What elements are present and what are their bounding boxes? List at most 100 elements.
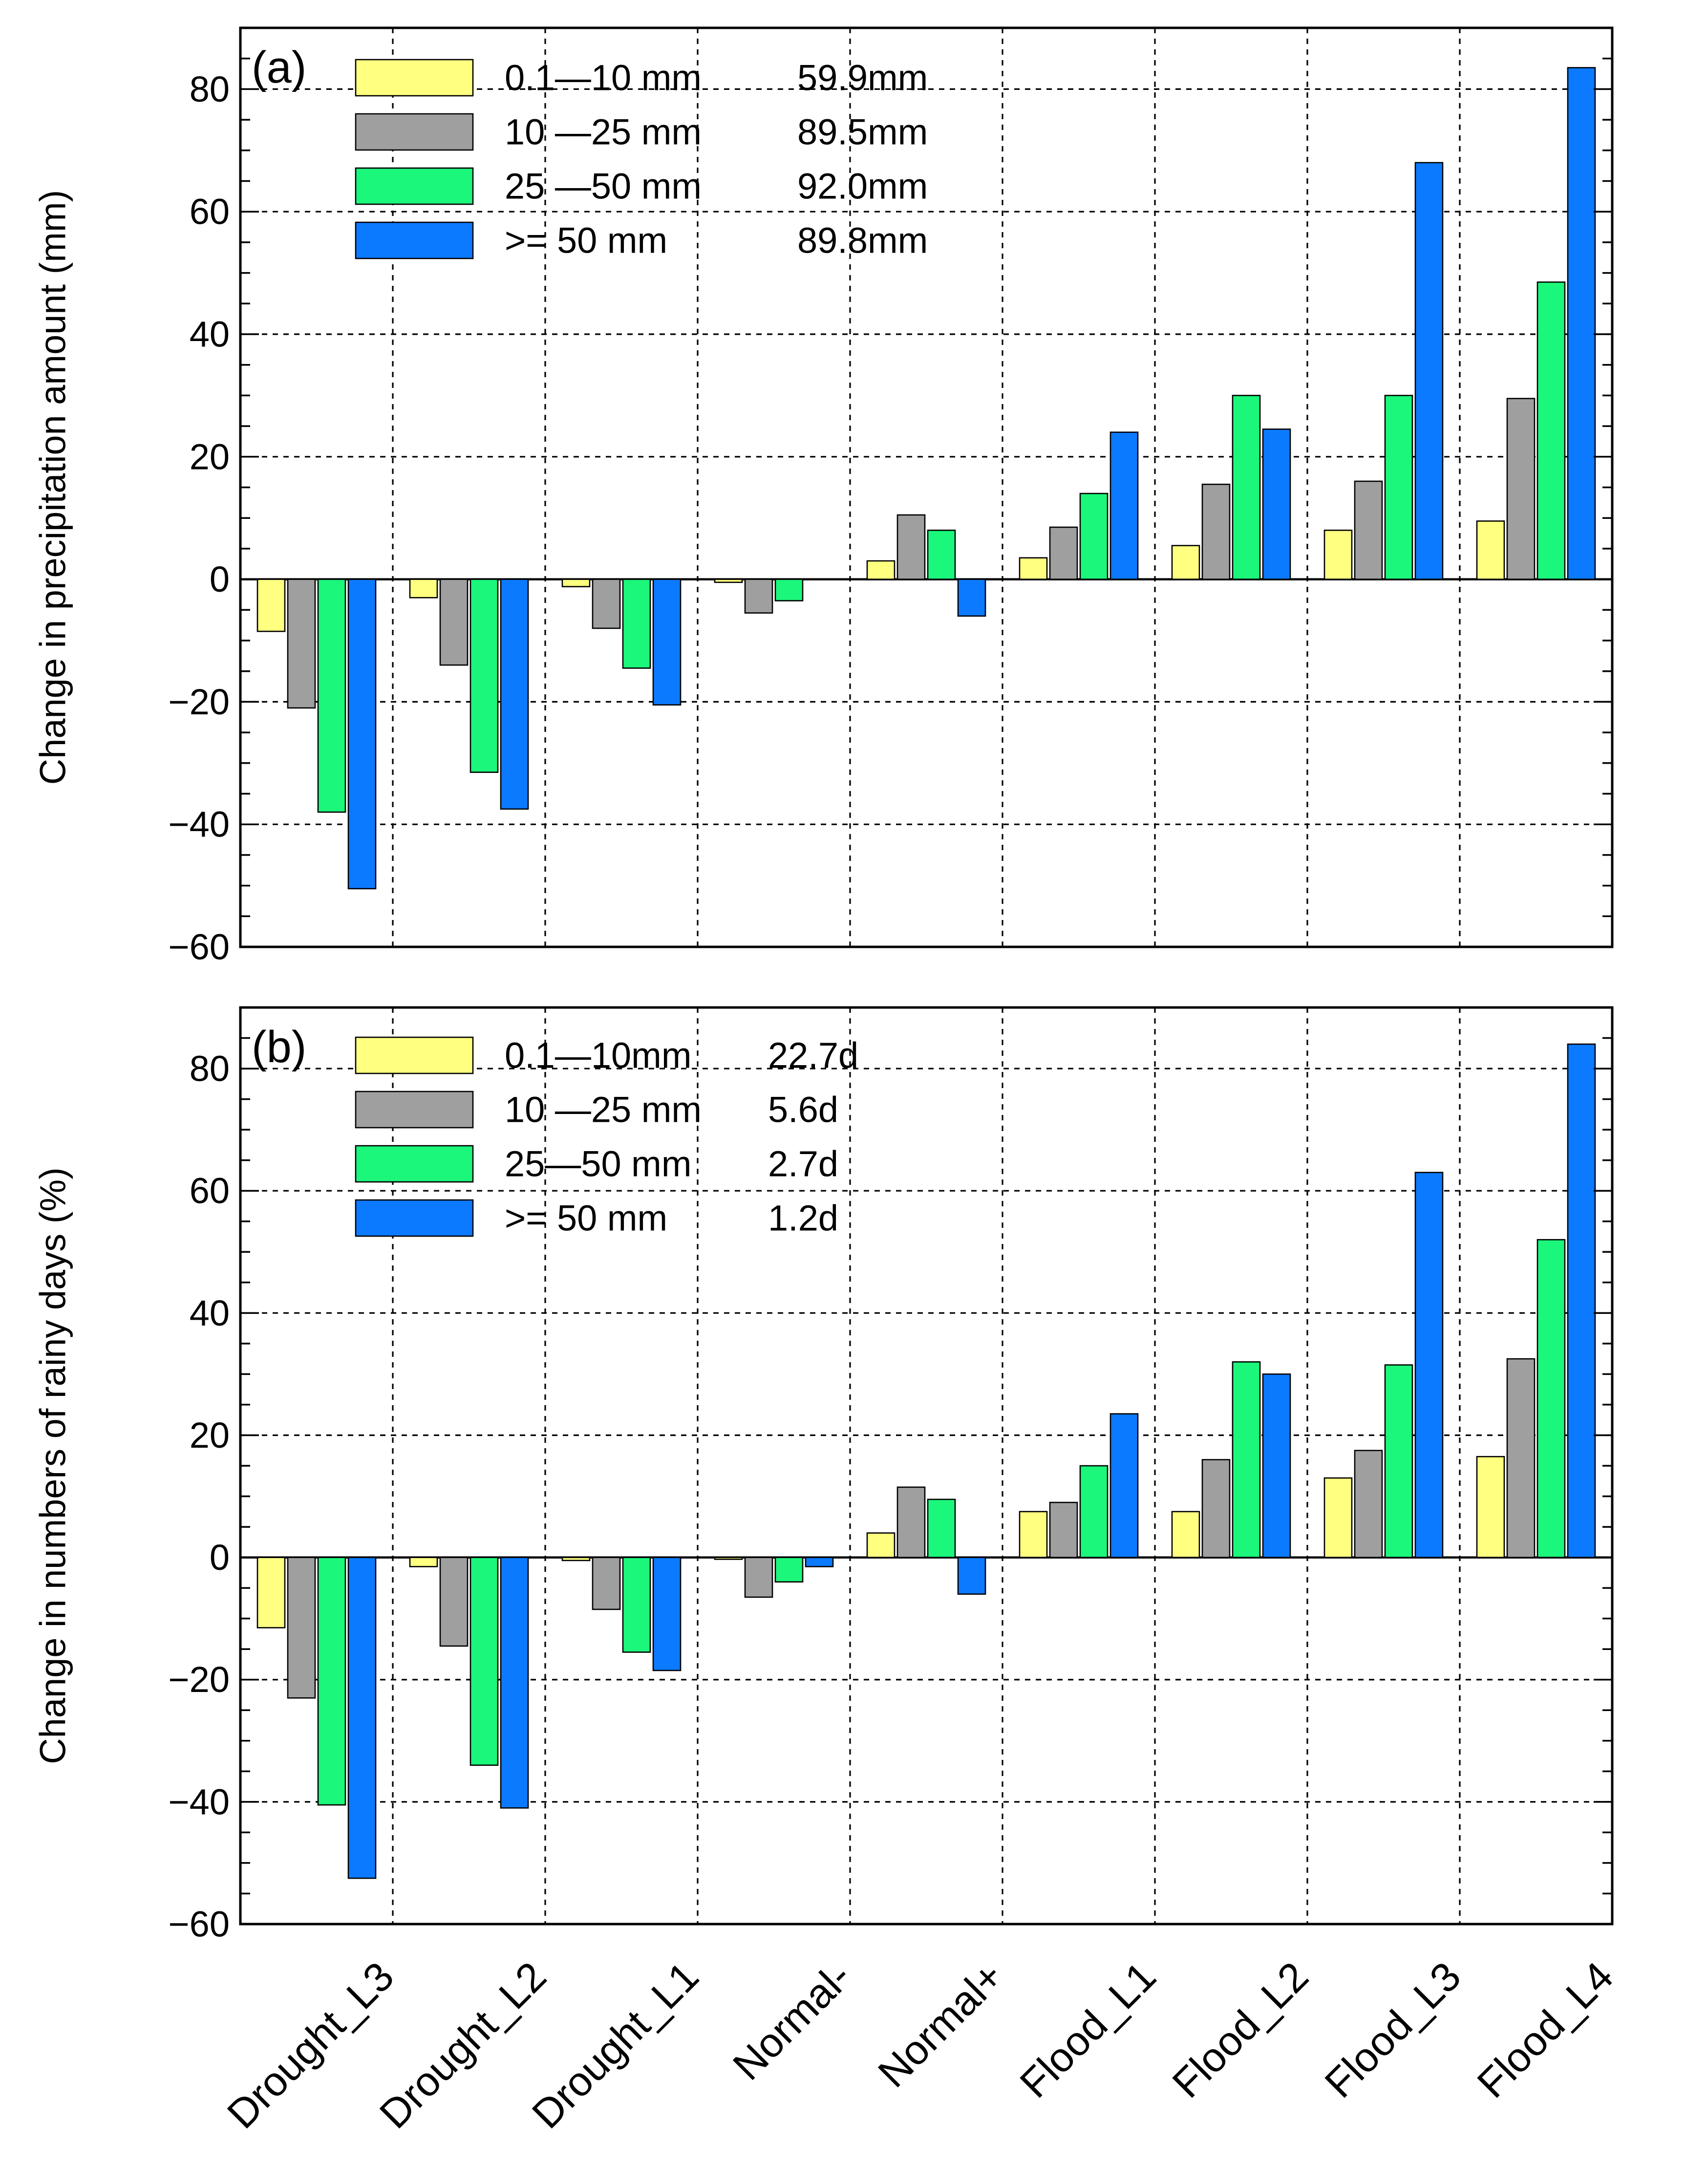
bar-Flood_L4-series-1 (1476, 1456, 1505, 1558)
bar-Flood_L4-series-4 (1567, 1043, 1596, 1558)
bar-Normal+-series-1 (866, 560, 896, 580)
bar-Normal+-series-4 (957, 578, 986, 617)
bars (256, 67, 1596, 890)
bar-Drought_L2-series-3 (469, 1557, 499, 1766)
bar-Normal+-series-2 (896, 1486, 926, 1558)
axis-ticks (240, 57, 1612, 918)
y-tick-label: 20 (190, 1415, 230, 1456)
bar-Drought_L2-series-1 (409, 1557, 438, 1567)
bar-Flood_L2-series-1 (1171, 545, 1200, 580)
y-tick-label: 40 (190, 1293, 230, 1333)
legend-value-2: 89.5mm (797, 112, 928, 152)
y-tick-label: −60 (168, 1904, 230, 1945)
bar-Drought_L1-series-4 (652, 578, 682, 706)
bar-Flood_L1-series-2 (1049, 1501, 1078, 1558)
bar-Flood_L4-series-2 (1506, 1358, 1536, 1558)
bar-Flood_L2-series-3 (1232, 1361, 1261, 1558)
y-axis-title: Change in numbers of rainy days (%) (33, 1167, 73, 1764)
bar-Drought_L2-series-2 (439, 1557, 469, 1647)
bar-Flood_L2-series-2 (1201, 483, 1231, 580)
bar-Flood_L1-series-1 (1019, 1511, 1048, 1558)
legend-swatch-1 (355, 1036, 474, 1074)
y-tick-label: −20 (168, 1659, 230, 1700)
bar-Normal--series-1 (714, 578, 743, 583)
legend-swatch-2 (355, 113, 474, 151)
y-tick-label: 0 (210, 1537, 230, 1578)
y-tick-labels: −60 −40 −20 0 20 40 60 80 (168, 1049, 230, 1945)
bar-Flood_L3-series-3 (1384, 1364, 1413, 1558)
bar-Normal--series-3 (774, 1557, 804, 1583)
legend-swatch-3 (355, 167, 474, 205)
bar-Normal--series-3 (774, 578, 804, 601)
y-tick-label: 60 (190, 1171, 230, 1211)
legend-swatch-1 (355, 59, 474, 97)
bar-Drought_L1-series-3 (622, 1557, 651, 1653)
bar-Normal+-series-3 (927, 529, 956, 580)
bar-Normal--series-1 (714, 1557, 743, 1560)
bar-Flood_L1-series-4 (1109, 1413, 1139, 1558)
bar-Drought_L3-series-2 (287, 1557, 316, 1699)
y-tick-label: 80 (190, 69, 230, 109)
bar-Drought_L3-series-2 (287, 578, 316, 709)
bar-Drought_L3-series-1 (256, 578, 286, 632)
legend-label-4: >= 50 mm (505, 1198, 667, 1239)
bar-Drought_L2-series-1 (409, 578, 438, 599)
bar-Flood_L3-series-3 (1384, 395, 1413, 580)
y-tick-label: −40 (168, 804, 230, 845)
bar-Normal--series-2 (744, 1557, 773, 1598)
y-axis-title: Change in precipitation amount (mm) (33, 190, 73, 785)
y-tick-label: −20 (168, 682, 230, 722)
y-tick-label: 20 (190, 436, 230, 477)
legend-value-1: 22.7d (768, 1035, 858, 1076)
legend-label-4: >= 50 mm (505, 220, 667, 261)
bar-Flood_L1-series-2 (1049, 526, 1078, 580)
bar-Drought_L1-series-1 (561, 1557, 591, 1562)
y-tick-label: −60 (168, 927, 230, 967)
legend-value-4: 1.2d (768, 1198, 838, 1239)
bar-Flood_L2-series-4 (1262, 428, 1291, 580)
bar-Flood_L4-series-3 (1536, 281, 1566, 580)
bar-Drought_L3-series-4 (347, 1557, 377, 1879)
legend-swatch-4 (355, 221, 474, 259)
bar-Drought_L2-series-4 (500, 1557, 529, 1809)
legend-label-2: 10 —25 mm (505, 1090, 702, 1130)
bar-Flood_L2-series-2 (1201, 1459, 1231, 1558)
bar-Drought_L1-series-1 (561, 578, 591, 587)
bar-Drought_L1-series-2 (592, 578, 621, 629)
bar-Flood_L3-series-2 (1354, 480, 1383, 580)
bar-Flood_L3-series-4 (1414, 162, 1444, 580)
bar-Flood_L4-series-1 (1476, 520, 1505, 580)
bar-Normal+-series-1 (866, 1532, 896, 1558)
panel-label: (a) (252, 43, 306, 92)
bar-Flood_L1-series-3 (1079, 492, 1109, 580)
panel-label: (b) (252, 1022, 306, 1072)
bar-Drought_L2-series-2 (439, 578, 469, 666)
bar-Flood_L4-series-3 (1536, 1239, 1566, 1558)
bar-Flood_L1-series-3 (1079, 1465, 1109, 1558)
bar-Flood_L2-series-4 (1262, 1373, 1291, 1558)
legend-value-1: 59.9mm (797, 58, 928, 98)
axis-ticks (240, 1037, 1612, 1895)
y-tick-labels: −60 −40 −20 0 20 40 60 80 (168, 69, 230, 967)
bar-Drought_L3-series-1 (256, 1557, 286, 1628)
bar-Flood_L2-series-3 (1232, 395, 1261, 580)
y-tick-label: 60 (190, 192, 230, 232)
bar-Drought_L3-series-3 (317, 578, 346, 813)
y-tick-label: −40 (168, 1781, 230, 1822)
legend-value-4: 89.8mm (797, 220, 928, 261)
bar-Normal--series-2 (744, 578, 773, 614)
bar-Drought_L2-series-3 (469, 578, 499, 773)
legend-value-2: 5.6d (768, 1090, 838, 1130)
bar-Flood_L3-series-4 (1414, 1172, 1444, 1558)
bar-Drought_L2-series-4 (500, 578, 529, 810)
bar-Normal+-series-2 (896, 514, 926, 580)
legend-label-1: 0.1—10 mm (505, 58, 702, 98)
bars (256, 1043, 1596, 1879)
y-tick-label: 80 (190, 1049, 230, 1089)
bar-Flood_L4-series-2 (1506, 398, 1536, 580)
plot-frame (239, 26, 1614, 948)
legend-label-1: 0.1—10mm (505, 1035, 691, 1076)
bar-Drought_L3-series-3 (317, 1557, 346, 1806)
bar-Normal--series-4 (805, 1557, 834, 1567)
